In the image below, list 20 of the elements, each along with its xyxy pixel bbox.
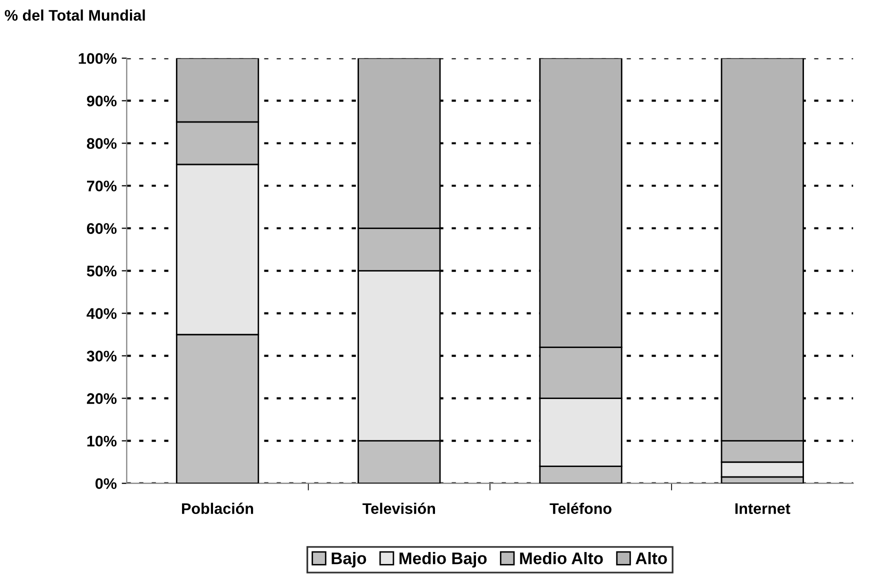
y-tick-label: 50% bbox=[86, 266, 117, 276]
legend-label: Medio Bajo bbox=[400, 552, 487, 568]
y-tick-label: 60% bbox=[86, 223, 117, 234]
legend-label: Bajo bbox=[332, 552, 366, 568]
x-tick-label: Internet bbox=[735, 503, 790, 514]
y-tick-label: 80% bbox=[86, 138, 117, 149]
y-tick-label: 90% bbox=[86, 96, 117, 106]
y-tick-label: 100% bbox=[78, 53, 117, 64]
legend-label: Alto bbox=[636, 552, 667, 564]
legend-label: Medio Alto bbox=[520, 552, 603, 564]
y-tick-label: 40% bbox=[86, 308, 117, 319]
y-tick-label: 70% bbox=[87, 180, 117, 192]
y-tick-label: 0% bbox=[96, 478, 117, 490]
y-axis-title: % del Total Mundial bbox=[4, 10, 145, 21]
x-tick-label: Televisión bbox=[362, 502, 435, 514]
y-tick-label: 20% bbox=[86, 393, 117, 404]
y-tick-label: 10% bbox=[87, 436, 117, 447]
x-tick-label: Teléfono bbox=[550, 502, 612, 514]
x-tick-label: Población bbox=[182, 502, 254, 514]
y-tick-label: 30% bbox=[86, 350, 117, 362]
